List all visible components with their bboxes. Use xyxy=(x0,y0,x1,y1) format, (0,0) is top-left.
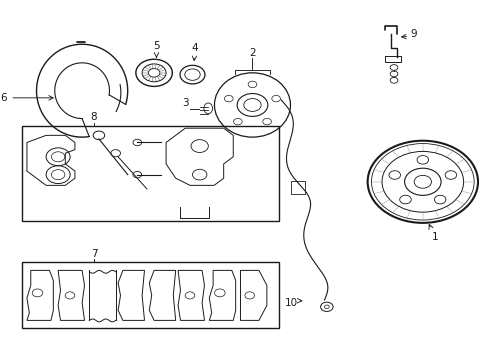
Text: 4: 4 xyxy=(191,43,198,60)
Text: 5: 5 xyxy=(153,41,160,57)
Text: 7: 7 xyxy=(90,249,97,259)
Bar xyxy=(22,126,278,221)
Text: 6: 6 xyxy=(0,93,7,103)
Text: 9: 9 xyxy=(409,28,416,39)
Text: 1: 1 xyxy=(428,225,437,242)
Bar xyxy=(22,262,278,328)
Text: 3: 3 xyxy=(182,98,188,108)
Bar xyxy=(290,181,305,194)
Text: 8: 8 xyxy=(90,112,97,122)
Bar xyxy=(385,56,400,62)
Text: 2: 2 xyxy=(249,48,255,58)
Text: 10: 10 xyxy=(285,298,298,308)
